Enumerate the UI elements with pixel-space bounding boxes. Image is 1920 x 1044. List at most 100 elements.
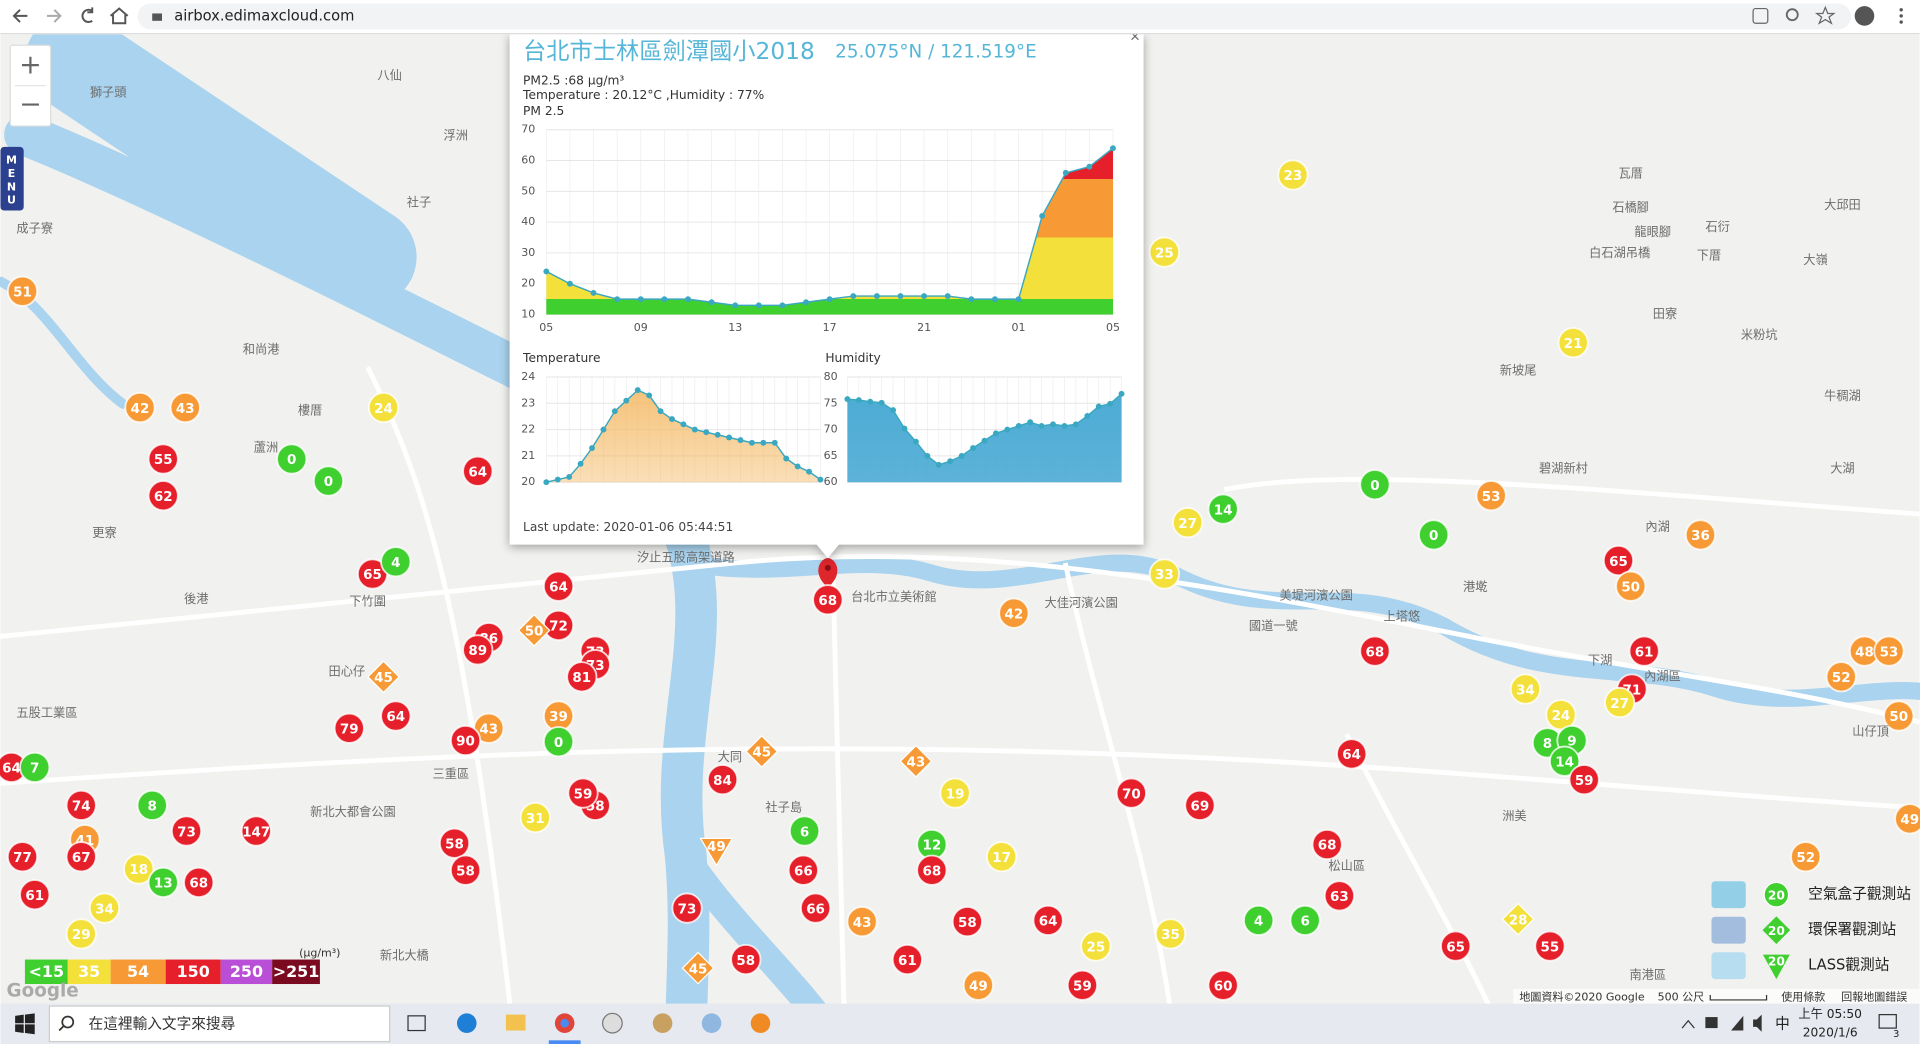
airbox-marker[interactable] — [380, 700, 412, 732]
airbox-marker[interactable] — [519, 801, 551, 834]
app-icon[interactable] — [701, 1013, 722, 1033]
airbox-marker[interactable] — [788, 815, 821, 847]
airbox-marker[interactable] — [706, 764, 739, 796]
airbox-marker[interactable] — [1684, 519, 1717, 551]
airbox-marker[interactable] — [1336, 738, 1368, 770]
airbox-marker[interactable] — [170, 815, 203, 847]
epa-marker[interactable] — [899, 744, 933, 778]
home-button[interactable] — [109, 7, 129, 25]
airbox-marker[interactable] — [312, 465, 345, 497]
airbox-marker[interactable] — [1604, 686, 1636, 719]
tray-arrow[interactable] — [1681, 1019, 1695, 1029]
airbox-marker[interactable] — [1418, 519, 1450, 551]
airbox-marker[interactable] — [1115, 777, 1147, 809]
airbox-marker[interactable] — [962, 969, 994, 1001]
forward-button[interactable] — [46, 9, 62, 23]
airbox-marker[interactable] — [916, 854, 948, 886]
edge-icon[interactable] — [456, 1013, 477, 1033]
airbox-marker[interactable] — [1873, 635, 1905, 667]
airbox-marker[interactable] — [1207, 493, 1239, 525]
airbox-marker[interactable] — [1289, 904, 1321, 936]
airbox-marker[interactable] — [567, 777, 599, 809]
airbox-marker[interactable] — [1207, 969, 1239, 1001]
airbox-marker[interactable] — [1359, 635, 1391, 667]
task-view[interactable] — [407, 1015, 426, 1032]
zoom-in[interactable]: + — [19, 50, 42, 81]
airbox-marker[interactable] — [1534, 930, 1566, 962]
airbox-marker[interactable] — [438, 827, 471, 859]
airbox-marker[interactable] — [1568, 764, 1600, 796]
address-bar[interactable] — [137, 3, 1852, 30]
airbox-marker[interactable] — [136, 789, 168, 821]
airbox-marker[interactable] — [939, 777, 971, 809]
airbox-marker[interactable] — [6, 275, 39, 307]
start-button[interactable] — [15, 1013, 35, 1035]
epa-marker[interactable] — [367, 660, 400, 694]
airbox-marker[interactable] — [566, 661, 598, 693]
airbox-marker[interactable] — [380, 546, 412, 578]
app-icon[interactable] — [652, 1013, 673, 1033]
airbox-marker[interactable] — [891, 943, 923, 976]
airbox-marker[interactable] — [462, 455, 494, 487]
airbox-marker[interactable] — [19, 879, 51, 911]
airbox-marker[interactable] — [240, 815, 272, 847]
zoom-out[interactable]: − — [19, 89, 42, 120]
airbox-marker[interactable] — [65, 918, 97, 950]
epa-marker[interactable] — [745, 735, 779, 768]
airbox-marker[interactable] — [1894, 803, 1920, 835]
search-placeholder[interactable]: 在這裡輸入文字來搜尋 — [89, 1015, 236, 1032]
airbox-marker[interactable] — [542, 570, 575, 602]
lass-marker[interactable] — [699, 837, 734, 867]
airbox-marker[interactable] — [147, 866, 179, 899]
airbox-marker[interactable] — [183, 866, 215, 899]
airbox-marker[interactable] — [124, 391, 156, 424]
search-box[interactable] — [48, 1005, 391, 1043]
back-button[interactable] — [12, 9, 28, 23]
airbox-marker[interactable] — [1172, 507, 1204, 539]
menu-letter[interactable]: E — [8, 167, 16, 180]
network-icon[interactable] — [1731, 1015, 1744, 1031]
airbox-marker[interactable] — [1359, 469, 1391, 501]
airbox-marker[interactable] — [1184, 789, 1216, 821]
airbox-marker[interactable] — [1148, 236, 1180, 268]
airbox-marker[interactable] — [1602, 544, 1635, 577]
airbox-marker[interactable] — [276, 443, 308, 475]
terms-link[interactable]: 使用條款 — [1781, 989, 1825, 1003]
app-icon[interactable] — [750, 1013, 771, 1033]
airbox-marker[interactable] — [998, 597, 1030, 629]
bookmark-icon[interactable] — [1814, 5, 1836, 25]
notification-icon[interactable] — [1878, 1014, 1897, 1029]
explorer-icon[interactable] — [505, 1014, 526, 1031]
app-icon[interactable] — [602, 1012, 623, 1034]
airbox-marker[interactable] — [449, 724, 482, 757]
airbox-marker[interactable] — [1549, 745, 1581, 777]
menu-background[interactable] — [0, 146, 24, 211]
profile-icon[interactable] — [1854, 6, 1875, 26]
airbox-marker[interactable] — [951, 906, 983, 938]
airbox-marker[interactable] — [986, 841, 1018, 873]
airbox-marker[interactable] — [1883, 700, 1915, 732]
airbox-marker[interactable] — [1825, 661, 1857, 693]
airbox-marker[interactable] — [449, 854, 482, 886]
airbox-marker[interactable] — [123, 853, 155, 885]
airbox-marker[interactable] — [542, 726, 575, 758]
airbox-marker[interactable] — [799, 892, 832, 924]
airbox-marker[interactable] — [147, 480, 179, 512]
airbox-marker[interactable] — [1440, 930, 1472, 962]
url[interactable]: airbox.edimaxcloud.com — [174, 8, 354, 25]
epa-marker[interactable] — [517, 613, 551, 647]
menu-tab[interactable]: M E N U — [0, 146, 24, 211]
airbox-marker[interactable] — [1628, 635, 1660, 667]
clock-date[interactable]: 2020/1/6 — [1803, 1025, 1858, 1039]
airbox-marker[interactable] — [1557, 327, 1589, 359]
airbox-marker[interactable] — [65, 789, 97, 821]
popup-close[interactable]: × — [1129, 30, 1140, 45]
airbox-marker[interactable] — [19, 751, 51, 783]
airbox-marker[interactable] — [1509, 673, 1542, 705]
airbox-marker[interactable] — [1311, 828, 1343, 861]
menu-letter[interactable]: N — [7, 180, 16, 193]
airbox-marker[interactable] — [1148, 558, 1180, 590]
airbox-marker[interactable] — [671, 892, 703, 924]
airbox-marker[interactable] — [812, 584, 844, 616]
airbox-marker[interactable] — [1154, 918, 1187, 950]
